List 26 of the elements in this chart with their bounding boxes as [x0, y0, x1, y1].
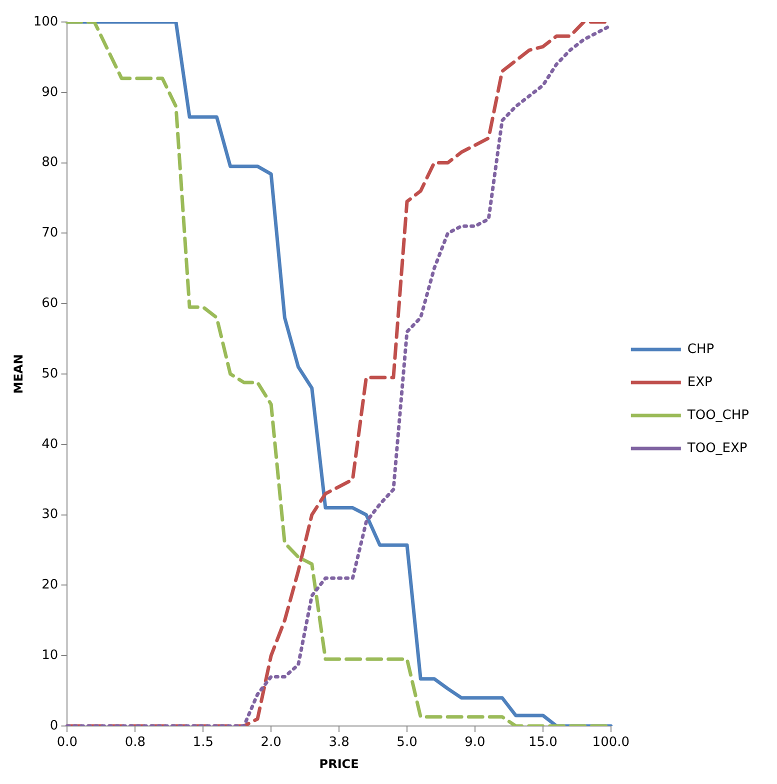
x-tick-label: 5.0	[396, 735, 418, 750]
y-tick-label: 10	[42, 648, 58, 663]
x-tick-label: 1.5	[192, 735, 214, 750]
y-tick-label: 30	[42, 507, 58, 522]
x-tick-label: 0.0	[56, 735, 78, 750]
x-tick-label: 3.8	[328, 735, 350, 750]
legend-label: TOO_EXP	[686, 440, 748, 456]
y-tick-label: 0	[50, 718, 58, 734]
y-axis-title: MEAN	[11, 354, 26, 394]
y-tick-label: 50	[42, 366, 58, 382]
legend-label: TOO_CHP	[686, 408, 750, 423]
y-tick-label: 100	[33, 14, 58, 30]
y-tick-label: 20	[42, 578, 58, 593]
legend-label: EXP	[687, 374, 713, 390]
y-tick-label: 80	[42, 155, 58, 170]
legend-label: CHP	[687, 342, 714, 357]
x-tick-label: 2.0	[260, 735, 282, 750]
x-axis-title: PRICE	[319, 756, 359, 771]
y-tick-label: 70	[42, 226, 58, 241]
x-tick-label: 100.0	[592, 735, 630, 750]
x-tick-label: 0.8	[124, 735, 146, 750]
y-tick-label: 60	[42, 296, 58, 311]
y-tick-label: 40	[42, 436, 58, 452]
x-tick-label: 15.0	[528, 735, 558, 750]
x-tick-label: 9.0	[464, 735, 486, 750]
y-tick-label: 90	[42, 84, 58, 100]
